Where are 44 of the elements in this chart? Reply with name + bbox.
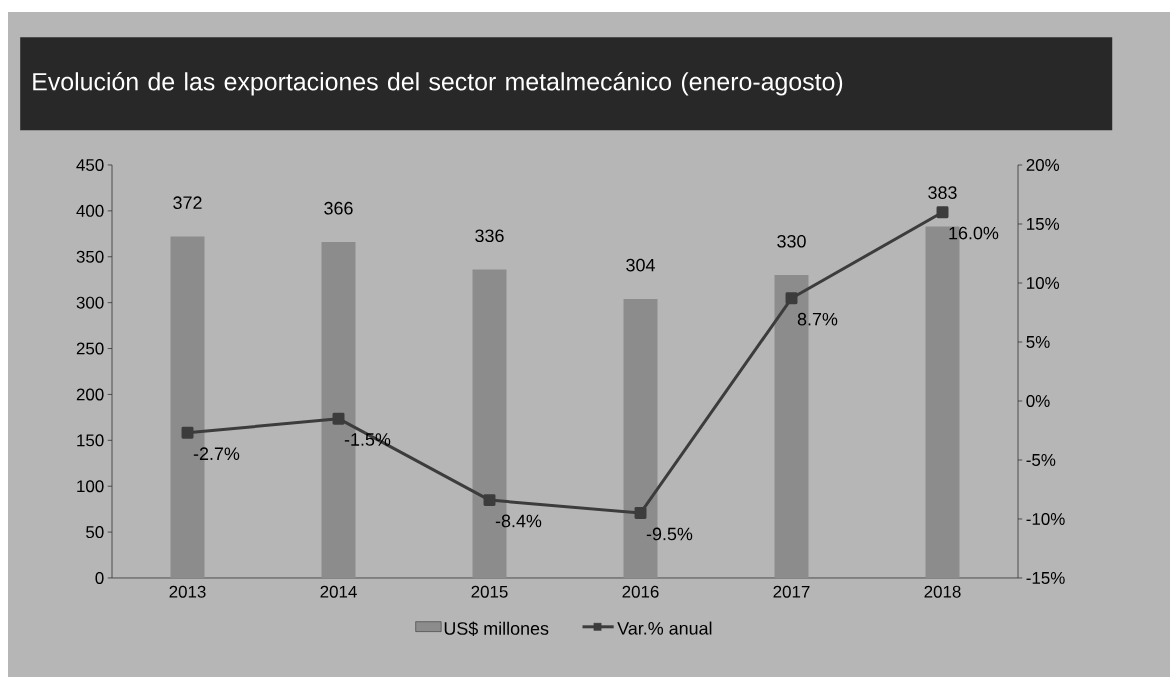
y-tick-label: 400	[76, 204, 104, 217]
legend-label: Var.% anual	[617, 621, 712, 635]
data-label: 336	[475, 229, 504, 243]
data-label: 16.0%	[949, 226, 999, 240]
point	[332, 412, 345, 425]
point	[785, 292, 798, 305]
y2-tick-label: 15%	[1027, 218, 1060, 230]
data-label: -9.5%	[646, 527, 693, 541]
point	[483, 494, 496, 507]
y-tick-label: 50	[86, 526, 104, 539]
y2-tick-label: 20%	[1026, 158, 1060, 171]
x-tick-label: 2014	[320, 585, 357, 598]
x-tick-label: 2015	[471, 585, 508, 598]
legend-label: US$ millones	[444, 621, 549, 636]
data-label: 383	[928, 186, 957, 199]
point	[936, 206, 949, 219]
y-tick-label: 0	[95, 571, 104, 584]
data-label: 372	[173, 196, 202, 210]
y-tick-label: 100	[77, 480, 104, 493]
y2-tick-label: 5%	[1026, 336, 1050, 348]
chart-title: Evolución de las exportaciones del sector metalmecánico (enero-agosto)	[33, 71, 843, 96]
y-tick-label: 150	[77, 434, 104, 447]
y2-tick-label: -15%	[1026, 572, 1065, 584]
point	[181, 426, 194, 439]
y-tick-label: 300	[76, 296, 104, 309]
y-tick-label: 350	[76, 250, 104, 263]
y2-tick-label: -10%	[1026, 512, 1065, 525]
data-label: 366	[324, 201, 353, 215]
x-tick-label: 2017	[773, 585, 810, 598]
y2-tick-label: -5%	[1026, 454, 1056, 466]
data-label: 8.7%	[797, 312, 838, 326]
x-tick-label: 2013	[169, 585, 206, 598]
point	[634, 507, 647, 520]
data-label: -8.4%	[495, 514, 542, 528]
y2-tick-label: 10%	[1027, 276, 1060, 289]
y-tick-label: 200	[76, 388, 104, 401]
data-label: 330	[777, 234, 806, 248]
x-tick-label: 2018	[924, 585, 961, 598]
y2-tick-label: 0%	[1026, 394, 1050, 407]
data-label: -2.7%	[193, 447, 240, 460]
y-tick-label: 250	[76, 342, 104, 355]
y-tick-label: 450	[76, 158, 104, 171]
data-label: 304	[626, 258, 655, 272]
x-tick-label: 2016	[622, 585, 659, 598]
